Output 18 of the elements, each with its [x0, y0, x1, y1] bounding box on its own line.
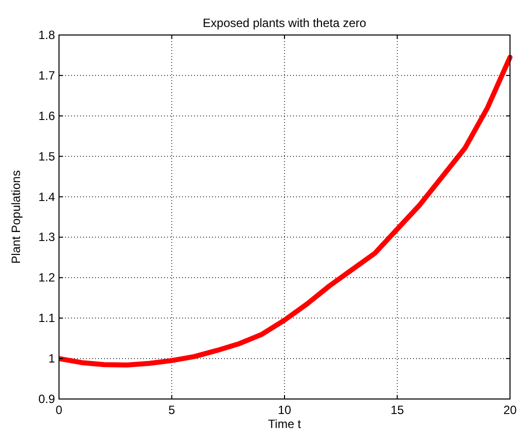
y-tick-label: 1.3 [38, 230, 56, 244]
y-tick-label: 1.2 [38, 270, 56, 285]
x-tick-label: 10 [278, 403, 292, 417]
x-tick-label: 0 [56, 403, 63, 417]
y-tick-label: 1.1 [38, 311, 56, 326]
chart-title: Exposed plants with theta zero [202, 16, 367, 30]
y-axis-title: Plant Populations [9, 170, 23, 264]
y-tick-label: 1.4 [38, 190, 56, 204]
y-tick-label: 0.9 [38, 392, 56, 406]
x-tick-label: 20 [503, 403, 517, 417]
x-axis-title: Time t [268, 417, 302, 431]
x-tick-label: 15 [390, 403, 404, 417]
y-tick-label: 1.5 [38, 149, 56, 164]
x-tick-label: 5 [168, 403, 176, 417]
y-tick-label: 1.8 [38, 28, 56, 42]
y-tick-label: 1.6 [38, 108, 56, 123]
y-tick-label: 1 [48, 352, 56, 366]
y-tick-label: 1.7 [38, 68, 56, 82]
